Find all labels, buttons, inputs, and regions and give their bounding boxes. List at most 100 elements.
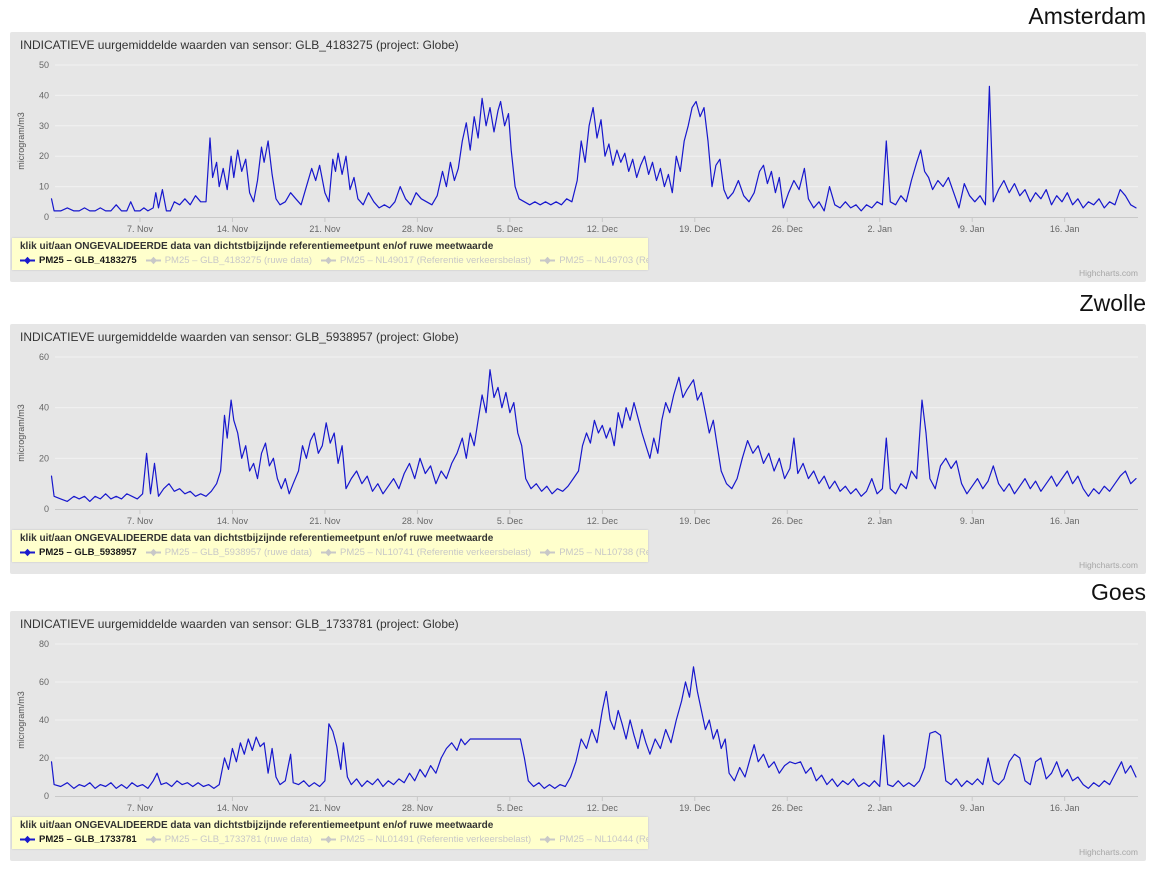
legend-note-band: klik uit/aan ONGEVALIDEERDE data van dic… xyxy=(12,817,648,849)
legend: PM25 – GLB_1733781 PM25 – GLB_1733781 (r… xyxy=(20,834,648,845)
x-tick-label: 5. Dec xyxy=(497,803,524,813)
y-tick-label: 60 xyxy=(39,352,49,362)
line-marker-icon xyxy=(20,835,35,844)
x-tick-label: 14. Nov xyxy=(217,803,249,813)
legend-item-hidden-series[interactable]: PM25 – NL10444 (Referentie achtergrond) xyxy=(540,834,648,845)
legend-note-band: klik uit/aan ONGEVALIDEERDE data van dic… xyxy=(12,238,648,270)
y-tick-label: 0 xyxy=(44,504,49,514)
chart-plot-area[interactable]: 0 20 40 60 7. Nov 14. Nov 21. Nov 28. Nov 5. Dec… xyxy=(10,324,1146,574)
x-tick-label: 28. Nov xyxy=(402,224,434,234)
x-tick-label: 16. Jan xyxy=(1050,516,1080,526)
legend-item-hidden-series[interactable]: PM25 – NL10738 (Referentie achtergrond) xyxy=(540,547,648,558)
chart-panel-amsterdam: 0 10 20 30 40 50 7. Nov 14. Nov 21. Nov 28. Nov 5.… xyxy=(10,32,1146,282)
legend-item-hidden-series[interactable]: PM25 – GLB_1733781 (ruwe data) xyxy=(145,834,312,845)
x-tick-label: 21. Nov xyxy=(309,224,341,234)
x-tick-label: 9. Jan xyxy=(960,516,985,526)
line-marker-icon xyxy=(540,548,556,557)
x-tick-label: 12. Dec xyxy=(587,803,619,813)
legend-note: klik uit/aan ONGEVALIDEERDE data van dic… xyxy=(20,241,494,252)
x-tick-label: 14. Nov xyxy=(217,224,249,234)
legend-item-hidden-series[interactable]: PM25 – NL49703 (Referentie achtergrond) xyxy=(540,255,648,266)
y-tick-label: 30 xyxy=(39,121,49,131)
x-tick-label: 19. Dec xyxy=(679,516,711,526)
legend-item-active-series[interactable]: PM25 – GLB_5938957 xyxy=(20,547,137,558)
chart-plot-area[interactable]: 0 10 20 30 40 50 7. Nov 14. Nov 21. Nov 28. Nov 5.… xyxy=(10,32,1146,282)
city-label-zwolle: Zwolle xyxy=(1079,289,1146,316)
legend-item-hidden-series[interactable]: PM25 – GLB_5938957 (ruwe data) xyxy=(145,547,312,558)
x-tick-label: 14. Nov xyxy=(217,516,249,526)
x-tick-label: 9. Jan xyxy=(960,803,985,813)
x-tick-label: 7. Nov xyxy=(127,516,154,526)
chart-title: INDICATIEVE uurgemiddelde waarden van se… xyxy=(20,38,459,52)
x-tick-label: 12. Dec xyxy=(587,516,619,526)
x-tick-label: 26. Dec xyxy=(772,516,804,526)
legend-item-hidden-series[interactable]: PM25 – NL49017 (Referentie verkeersbelas… xyxy=(321,255,531,266)
x-tick-label: 16. Jan xyxy=(1050,224,1080,234)
series-line xyxy=(50,666,1137,789)
x-tick-label: 2. Jan xyxy=(867,516,892,526)
y-tick-label: 60 xyxy=(39,677,49,687)
legend-item-active-series[interactable]: PM25 – GLB_4183275 xyxy=(20,255,137,266)
legend-item-hidden-series[interactable]: PM25 – NL01491 (Referentie verkeersbelas… xyxy=(321,834,531,845)
x-tick-label: 7. Nov xyxy=(127,803,154,813)
bottom-spacer xyxy=(0,861,1156,872)
highcharts-credit[interactable]: Highcharts.com xyxy=(1078,268,1138,278)
city-label-amsterdam: Amsterdam xyxy=(1028,2,1146,29)
y-tick-label: 40 xyxy=(39,403,49,413)
highcharts-credit[interactable]: Highcharts.com xyxy=(1078,847,1138,857)
line-marker-icon xyxy=(321,835,337,844)
x-tick-label: 7. Nov xyxy=(127,224,154,234)
x-tick-label: 2. Jan xyxy=(867,803,892,813)
legend-item-hidden-series[interactable]: PM25 – NL10741 (Referentie verkeersbelas… xyxy=(321,547,531,558)
axes: 0 10 20 30 40 50 7. Nov 14. Nov 21. Nov 28. Nov 5.… xyxy=(16,60,1138,234)
x-tick-label: 12. Dec xyxy=(587,224,619,234)
line-marker-icon xyxy=(20,548,35,557)
y-tick-label: 20 xyxy=(39,753,49,763)
chart-plot-area[interactable]: 0 20 40 60 80 7. Nov 14. Nov 21. Nov 28. Nov 5. D… xyxy=(10,611,1146,861)
chart-panel-goes: 0 20 40 60 80 7. Nov 14. Nov 21. Nov 28. Nov 5. D… xyxy=(10,611,1146,861)
x-tick-label: 19. Dec xyxy=(679,224,711,234)
y-tick-label: 40 xyxy=(39,90,49,100)
x-tick-label: 28. Nov xyxy=(402,803,434,813)
x-tick-label: 2. Jan xyxy=(867,224,892,234)
series-line xyxy=(50,369,1137,502)
x-tick-label: 5. Dec xyxy=(497,224,524,234)
line-marker-icon xyxy=(145,256,161,265)
legend: PM25 – GLB_4183275 PM25 – GLB_4183275 (r… xyxy=(20,255,648,266)
x-tick-label: 28. Nov xyxy=(402,516,434,526)
series-line xyxy=(50,85,1137,212)
x-tick-label: 19. Dec xyxy=(679,803,711,813)
legend-item-hidden-series[interactable]: PM25 – GLB_4183275 (ruwe data) xyxy=(145,255,312,266)
line-marker-icon xyxy=(321,256,337,265)
line-marker-icon xyxy=(145,548,161,557)
y-axis-title: microgram/m3 xyxy=(16,404,26,462)
chart-panel-zwolle: 0 20 40 60 7. Nov 14. Nov 21. Nov 28. Nov 5. Dec… xyxy=(10,324,1146,574)
y-tick-label: 0 xyxy=(44,212,49,222)
axes: 0 20 40 60 7. Nov 14. Nov 21. Nov 28. Nov 5. Dec… xyxy=(16,352,1138,526)
y-tick-label: 40 xyxy=(39,715,49,725)
legend: PM25 – GLB_5938957 PM25 – GLB_5938957 (r… xyxy=(20,547,648,558)
x-tick-label: 21. Nov xyxy=(309,516,341,526)
y-tick-label: 50 xyxy=(39,60,49,70)
gridlines xyxy=(55,356,1138,459)
y-axis-title: microgram/m3 xyxy=(16,112,26,170)
y-tick-label: 20 xyxy=(39,151,49,161)
x-tick-label: 9. Jan xyxy=(960,224,985,234)
y-tick-label: 10 xyxy=(39,182,49,192)
gridlines xyxy=(55,64,1138,188)
legend-note-band: klik uit/aan ONGEVALIDEERDE data van dic… xyxy=(12,530,648,562)
highcharts-credit[interactable]: Highcharts.com xyxy=(1078,560,1138,570)
x-tick-label: 5. Dec xyxy=(497,516,524,526)
x-tick-label: 26. Dec xyxy=(772,224,804,234)
line-marker-icon xyxy=(145,835,161,844)
legend-note: klik uit/aan ONGEVALIDEERDE data van dic… xyxy=(20,820,494,831)
x-tick-label: 26. Dec xyxy=(772,803,804,813)
chart-title: INDICATIEVE uurgemiddelde waarden van se… xyxy=(20,330,459,344)
x-tick-label: 21. Nov xyxy=(309,803,341,813)
y-tick-label: 20 xyxy=(39,453,49,463)
legend-note: klik uit/aan ONGEVALIDEERDE data van dic… xyxy=(20,533,494,544)
line-marker-icon xyxy=(540,835,556,844)
legend-item-active-series[interactable]: PM25 – GLB_1733781 xyxy=(20,834,137,845)
line-marker-icon xyxy=(321,548,337,557)
axes: 0 20 40 60 80 7. Nov 14. Nov 21. Nov 28. Nov 5. D… xyxy=(16,639,1138,813)
